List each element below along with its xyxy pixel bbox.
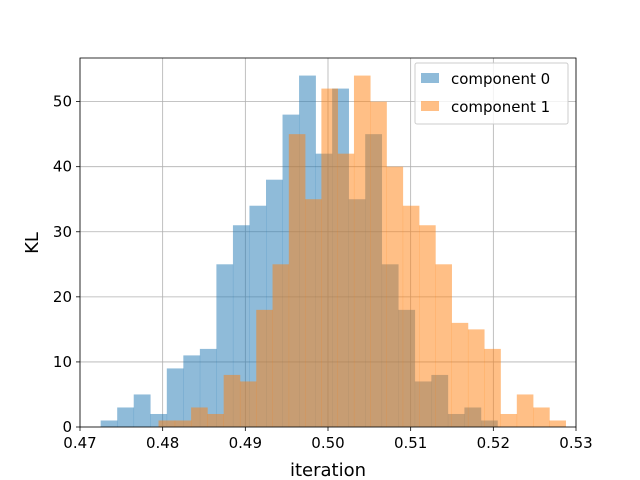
y-tick-label-2: 20 <box>53 288 72 306</box>
y-tick-label-0: 0 <box>62 418 72 436</box>
bar-component-1-bin-7 <box>272 264 290 427</box>
y-axis-title: KL <box>22 232 43 254</box>
bar-component-1-bin-22 <box>516 394 534 427</box>
bar-component-1-bin-15 <box>402 205 420 427</box>
legend-box <box>414 62 569 125</box>
bar-component-1-bin-19 <box>467 329 485 427</box>
bar-component-0-bin-0 <box>100 420 118 427</box>
legend-label-component-1: component 1 <box>451 98 550 116</box>
x-tick-label-5: 0.52 <box>477 434 510 452</box>
legend-label-component-0: component 0 <box>451 70 550 88</box>
bar-component-0-bin-4 <box>166 368 184 427</box>
bar-component-1-bin-4 <box>223 374 241 427</box>
bar-component-1-bin-18 <box>451 322 469 427</box>
bar-component-0-bin-1 <box>117 407 135 427</box>
bar-component-1-bin-21 <box>500 413 518 427</box>
bar-component-1-bin-13 <box>370 101 387 427</box>
y-tick-label-3: 30 <box>53 223 72 241</box>
series-component-1 <box>158 75 566 428</box>
x-tick-label-1: 0.48 <box>146 434 179 452</box>
bar-component-1-bin-17 <box>435 264 452 427</box>
bar-component-1-bin-5 <box>239 381 257 427</box>
bar-component-1-bin-6 <box>256 309 273 427</box>
bar-component-1-bin-10 <box>321 88 338 427</box>
x-tick-label-6: 0.53 <box>559 434 592 452</box>
x-tick-label-3: 0.50 <box>311 434 344 452</box>
x-tick-label-4: 0.51 <box>394 434 427 452</box>
legend-swatch-component-1 <box>421 101 439 111</box>
y-tick-label-1: 10 <box>53 353 72 371</box>
bar-component-1-bin-14 <box>386 166 404 427</box>
y-tick-label-5: 50 <box>53 93 72 111</box>
x-tick-label-2: 0.49 <box>229 434 262 452</box>
bar-component-1-bin-9 <box>305 199 322 427</box>
bar-component-0-bin-2 <box>133 394 151 427</box>
bar-component-1-bin-1 <box>174 420 192 427</box>
bar-component-1-bin-3 <box>207 413 224 427</box>
y-tick-label-4: 40 <box>53 158 72 176</box>
bar-component-1-bin-20 <box>484 348 501 427</box>
bar-component-1-bin-16 <box>419 225 436 427</box>
x-tick-label-0: 0.47 <box>63 434 96 452</box>
x-axis: 0.47 0.48 0.49 0.50 0.51 0.52 0.53 <box>63 427 593 452</box>
y-axis: 0 10 20 30 40 50 <box>53 93 80 436</box>
x-axis-title: iteration <box>290 460 366 480</box>
bar-component-1-bin-24 <box>549 420 566 427</box>
legend-swatch-component-0 <box>421 73 439 83</box>
legend: component 0 component 1 <box>414 62 569 125</box>
bar-component-1-bin-8 <box>288 134 306 427</box>
bar-component-1-bin-12 <box>353 75 371 428</box>
bar-component-1-bin-11 <box>337 153 355 427</box>
bar-component-1-bin-23 <box>533 407 550 427</box>
bar-component-1-bin-2 <box>191 407 208 427</box>
bar-component-1-bin-0 <box>158 420 176 427</box>
